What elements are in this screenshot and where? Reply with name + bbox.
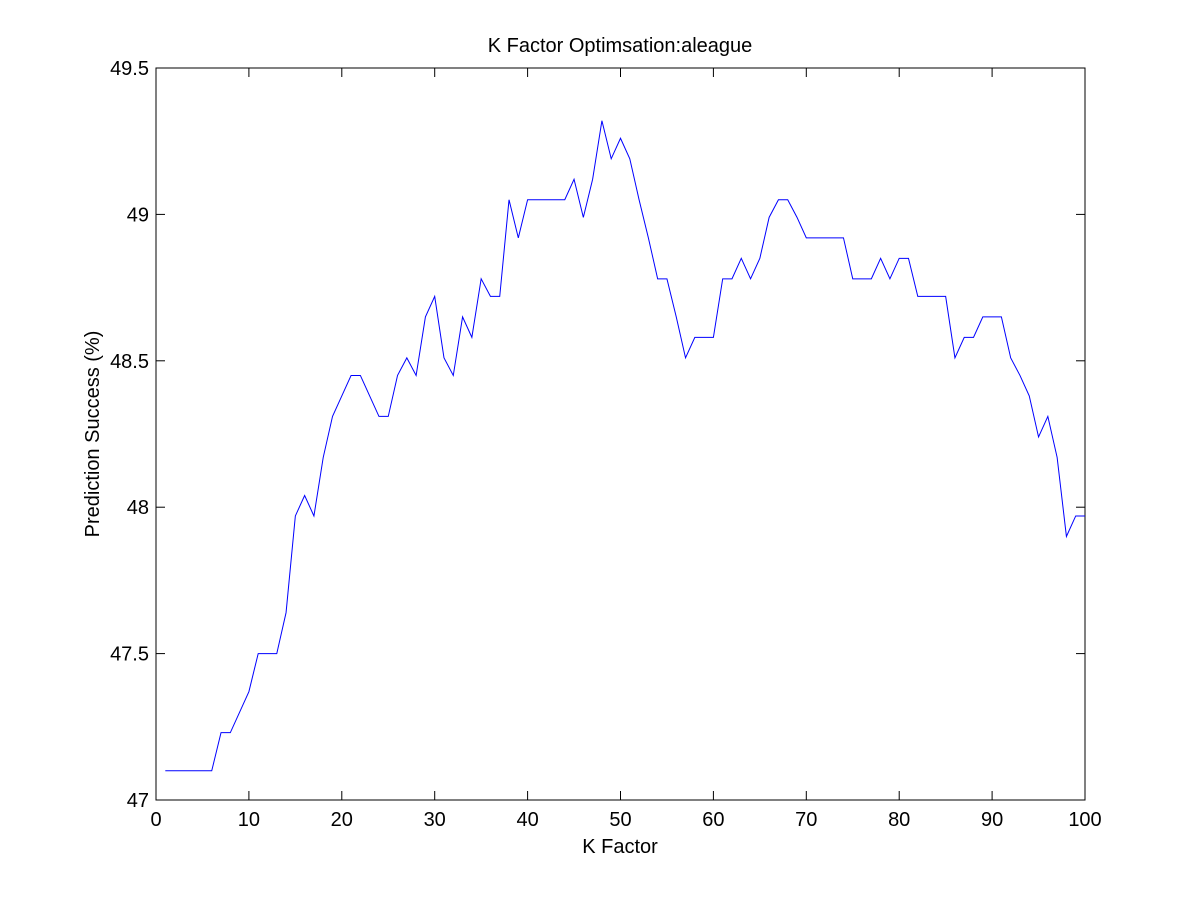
- series-line: [165, 120, 1085, 772]
- series-layer: [165, 120, 1085, 772]
- y-axis-ticks: 47 47.5 48 48.5 49 49.5: [110, 58, 1085, 812]
- x-tick-label: 60: [702, 809, 724, 831]
- y-tick-label: 48.5: [110, 351, 149, 373]
- plot-area: [155, 67, 1086, 801]
- x-tick-label: 10: [238, 809, 260, 831]
- y-tick-label: 47.5: [110, 644, 149, 666]
- y-tick-label: 49: [127, 204, 149, 226]
- x-tick-label: 100: [1068, 809, 1101, 831]
- x-axis-ticks: 0 10 20 30 40 50 60 70 80 90 100: [150, 68, 1102, 831]
- chart-title: K Factor Optimsation:aleague: [488, 35, 753, 57]
- x-tick-label: 30: [424, 809, 446, 831]
- x-tick-label: 50: [609, 809, 631, 831]
- x-tick-label: 80: [888, 809, 910, 831]
- y-tick-label: 47: [127, 790, 149, 812]
- y-tick-label: 48: [127, 497, 149, 519]
- x-tick-label: 40: [516, 809, 538, 831]
- y-axis-title: Prediction Success (%): [82, 331, 104, 538]
- x-tick-label: 0: [150, 809, 161, 831]
- y-tick-label: 49.5: [110, 58, 149, 80]
- x-tick-label: 70: [795, 809, 817, 831]
- x-tick-label: 90: [981, 809, 1003, 831]
- x-axis-title: K Factor: [582, 836, 658, 858]
- x-tick-label: 20: [331, 809, 353, 831]
